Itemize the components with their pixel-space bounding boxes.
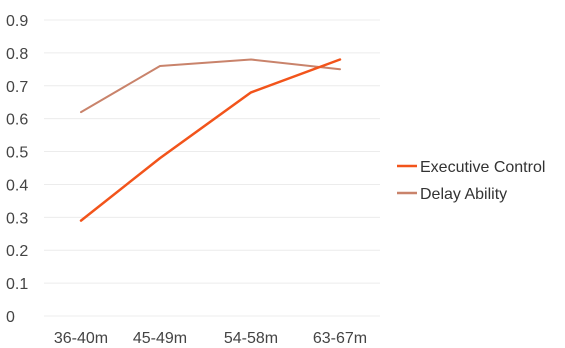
y-tick-label: 0.9 — [6, 13, 28, 30]
legend-label: Executive Control — [420, 159, 545, 176]
y-tick-label: 0.7 — [6, 79, 28, 96]
legend-label: Delay Ability — [420, 186, 507, 203]
y-tick-label: 0.3 — [6, 210, 28, 227]
y-tick-label: 0.4 — [6, 177, 28, 194]
y-axis-ticks: 0 0.1 0.2 0.3 0.4 0.5 0.6 0.7 0.8 0.9 — [6, 13, 28, 326]
gridlines — [44, 19, 380, 317]
series-lines — [79, 58, 342, 222]
x-tick-label: 63-67m — [313, 330, 367, 347]
legend: Executive Control Delay Ability — [397, 159, 545, 203]
x-tick-label: 36-40m — [54, 330, 108, 347]
y-tick-label: 0.1 — [6, 276, 28, 293]
series-line-delay-ability — [80, 58, 341, 114]
y-tick-label: 0 — [6, 309, 15, 326]
series-line-executive-control — [79, 58, 342, 222]
y-tick-label: 0.5 — [6, 145, 28, 162]
x-tick-label: 45-49m — [133, 330, 187, 347]
y-tick-label: 0.6 — [6, 112, 28, 129]
x-axis-ticks: 36-40m 45-49m 54-58m 63-67m — [54, 330, 367, 347]
y-tick-label: 0.8 — [6, 46, 28, 63]
y-tick-label: 0.2 — [6, 243, 28, 260]
x-tick-label: 54-58m — [224, 330, 278, 347]
